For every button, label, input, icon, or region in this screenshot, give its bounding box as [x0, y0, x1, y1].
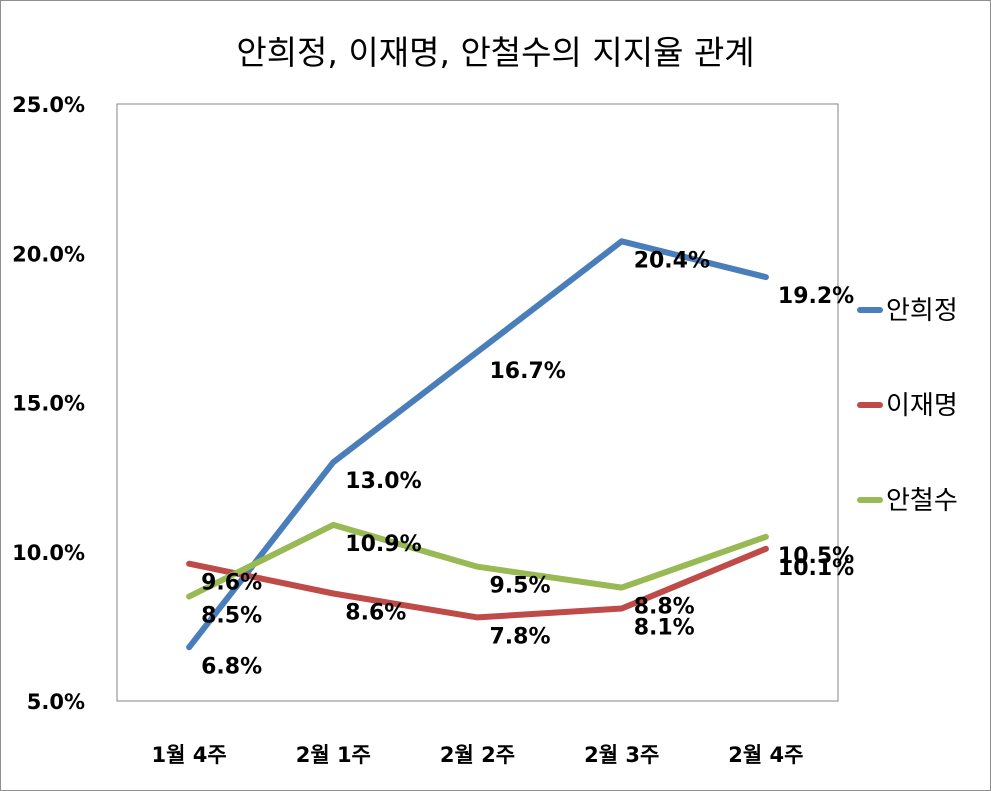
- data-label: 10.1%: [778, 556, 854, 581]
- data-label: 6.8%: [201, 654, 262, 679]
- data-label: 10.9%: [345, 532, 421, 557]
- y-tick-label: 10.0%: [12, 541, 85, 565]
- legend-label-1: 안희정: [886, 296, 958, 326]
- legend-label-3: 안철수: [886, 486, 958, 516]
- data-label: 8.1%: [634, 615, 695, 640]
- x-tick-label: 2월 1주: [296, 743, 371, 767]
- y-tick-label: 20.0%: [12, 242, 85, 266]
- data-label: 7.8%: [490, 624, 551, 649]
- data-label: 9.5%: [490, 574, 551, 599]
- series-line-2: [186, 545, 769, 621]
- data-label: 8.8%: [634, 595, 695, 620]
- data-label: 13.0%: [345, 469, 421, 494]
- y-tick-label: 25.0%: [12, 93, 85, 117]
- x-tick-label: 2월 4주: [728, 743, 803, 767]
- y-tick-label: 15.0%: [12, 392, 85, 416]
- data-label: 10.5%: [778, 544, 854, 569]
- series-line-1: [186, 238, 769, 651]
- data-label: 16.7%: [490, 359, 566, 384]
- legend-label-2: 이재명: [886, 391, 958, 421]
- data-label: 8.5%: [201, 604, 262, 629]
- data-label: 9.6%: [201, 571, 262, 596]
- chart-title: 안희정, 이재명, 안철수의 지지율 관계: [236, 33, 755, 72]
- x-tick-label: 2월 3주: [584, 743, 659, 767]
- data-label: 8.6%: [345, 601, 406, 626]
- series-line-3: [186, 521, 769, 600]
- y-tick-label: 5.0%: [27, 690, 85, 714]
- data-label: 20.4%: [634, 248, 710, 273]
- x-tick-label: 2월 2주: [440, 743, 515, 767]
- plot-area-border: [116, 103, 839, 702]
- x-tick-label: 1월 4주: [152, 743, 227, 767]
- data-label: 19.2%: [778, 284, 854, 309]
